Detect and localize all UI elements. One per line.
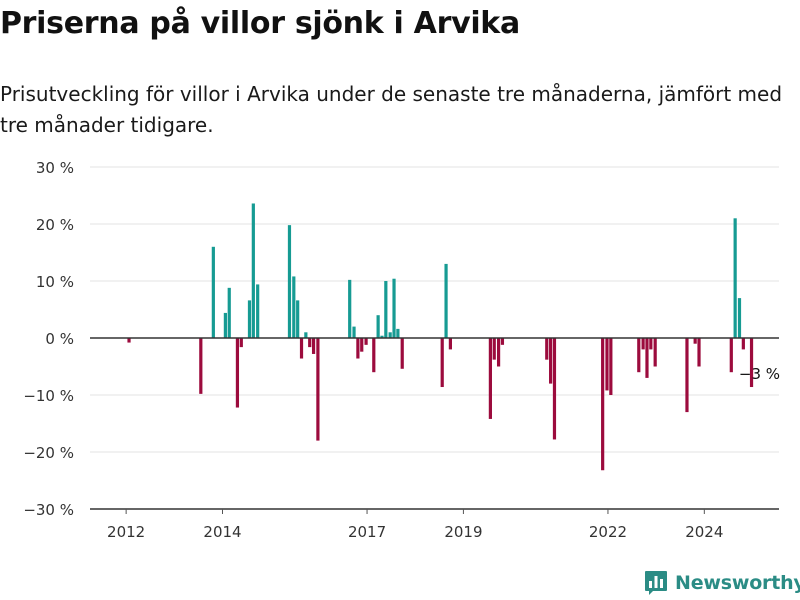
bar: [552, 338, 557, 440]
bar: [348, 279, 352, 338]
bar: [227, 287, 231, 338]
newsworthy-brand: Newsworthy: [644, 568, 800, 598]
bar: [247, 300, 252, 338]
chart-title: Priserna på villor sjönk i Arvika: [0, 6, 520, 41]
bar: [384, 281, 388, 338]
bar: [372, 338, 376, 373]
bar: [352, 326, 356, 338]
bar: [605, 338, 609, 391]
bar: [388, 332, 392, 338]
bar: [440, 338, 444, 388]
bar: [649, 338, 653, 350]
bar: [211, 246, 215, 338]
bar: [316, 338, 320, 441]
bar: [127, 338, 131, 343]
bar: [356, 338, 360, 359]
y-tick-label: −10 %: [23, 387, 74, 405]
y-tick-label: 10 %: [36, 273, 74, 291]
bar: [653, 338, 657, 367]
bar: [448, 338, 452, 350]
bar: [737, 298, 742, 338]
bar: [235, 338, 240, 408]
y-tick-label: −30 %: [23, 501, 74, 519]
bar: [697, 338, 701, 367]
bar: [376, 315, 380, 338]
bar: [685, 338, 689, 413]
bar: [311, 338, 316, 354]
bar: [360, 338, 364, 352]
x-tick-label: 2024: [685, 523, 723, 541]
y-tick-label: 30 %: [36, 159, 74, 177]
x-tick-label: 2019: [444, 523, 482, 541]
y-tick-label: 0 %: [45, 330, 74, 348]
annotation-label: −3 %: [739, 365, 780, 383]
bar: [496, 338, 501, 367]
bar-chart-logo-icon: [645, 571, 667, 595]
bar: [444, 263, 448, 338]
x-tick-label: 2014: [203, 523, 241, 541]
bar: [380, 335, 384, 338]
bar: [251, 203, 255, 338]
bar: [239, 338, 243, 348]
bar: [488, 338, 492, 419]
bar: [296, 300, 300, 338]
x-tick-label: 2012: [107, 523, 145, 541]
bar: [693, 338, 697, 344]
bar: [400, 338, 404, 369]
bar: [223, 312, 227, 338]
bar: [392, 278, 396, 338]
bar: [199, 338, 203, 394]
bar: [641, 338, 645, 350]
bar: [396, 328, 400, 338]
chart-subtitle: Prisutveckling för villor i Arvika under…: [0, 82, 783, 137]
bar: [304, 332, 308, 338]
x-tick-label: 2017: [348, 523, 386, 541]
y-tick-label: 20 %: [36, 216, 74, 234]
bar: [364, 338, 368, 345]
bar: [741, 338, 745, 350]
bar: [308, 338, 312, 348]
bar: [292, 276, 296, 338]
bar: [549, 338, 553, 384]
y-tick-label: −20 %: [23, 444, 74, 462]
bar: [637, 338, 641, 373]
x-tick-label: 2022: [589, 523, 627, 541]
bar: [256, 284, 260, 338]
brand-name: Newsworthy: [675, 572, 800, 594]
bar: [492, 338, 496, 360]
bar: [645, 338, 649, 378]
bar: [609, 338, 613, 395]
bar: [601, 338, 605, 471]
bar: [733, 218, 737, 338]
bar: [299, 338, 304, 359]
bar: [545, 338, 549, 360]
bar: [287, 225, 292, 338]
bar: [729, 338, 733, 373]
bar: [749, 338, 754, 388]
bar: [500, 338, 505, 345]
